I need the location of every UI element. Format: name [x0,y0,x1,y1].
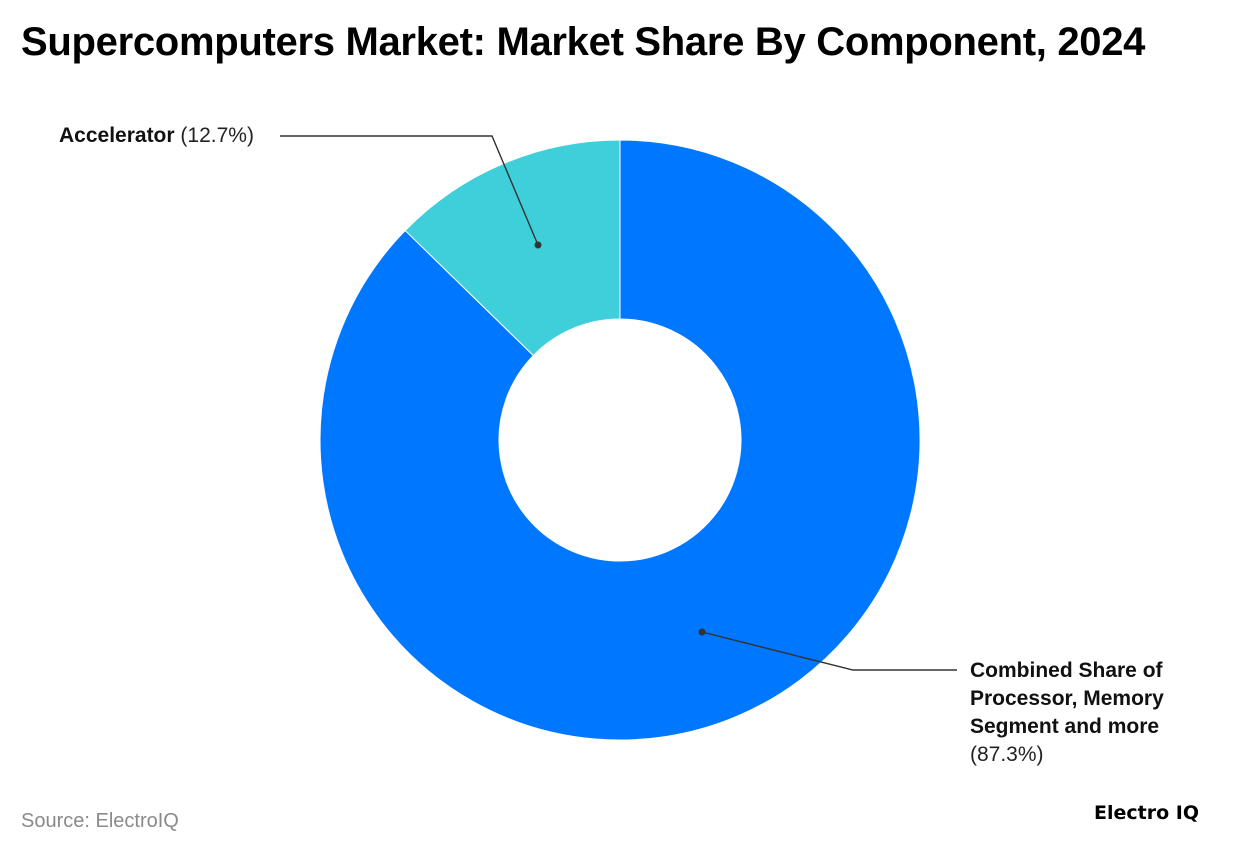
donut-slice-0 [319,139,921,741]
accelerator-label: Accelerator (12.7%) [59,122,254,150]
leader-lines [280,135,957,671]
chart-title: Supercomputers Market: Market Share By C… [21,20,1146,64]
source-note: Source: ElectroIQ [21,810,179,832]
accelerator-leader-dot [534,241,542,249]
combined-share-label-name: Combined Share of Processor, Memory Segm… [970,659,1164,738]
accelerator-leader-line [280,135,539,246]
combined-leader-dot [698,628,706,636]
donut-slice-1 [404,139,621,357]
combined-leader-line [701,631,957,671]
donut-slices [319,139,921,741]
accelerator-label-name: Accelerator [59,124,175,147]
brand-logo: Electro IQ [1094,802,1199,824]
combined-share-label: Combined Share of Processor, Memory Segm… [970,657,1200,769]
accelerator-label-value: (12.7%) [180,124,254,147]
combined-share-label-value: (87.3%) [970,743,1044,766]
